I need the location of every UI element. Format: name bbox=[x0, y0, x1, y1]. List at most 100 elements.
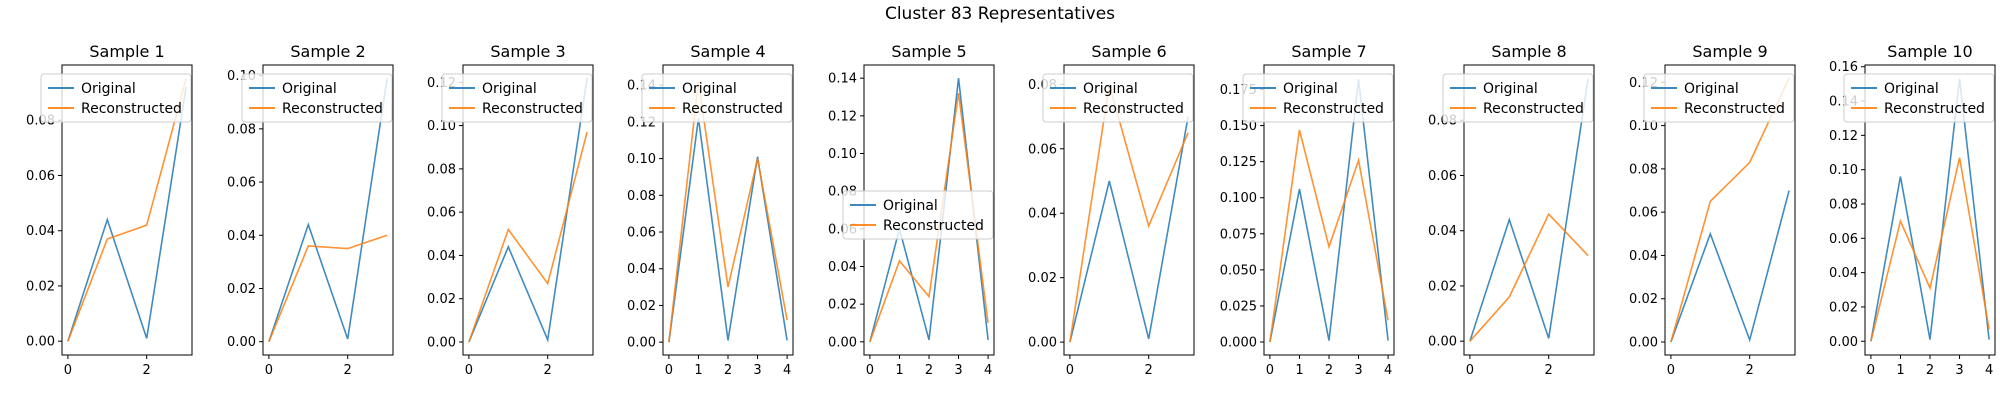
series-line-reconstructed bbox=[668, 81, 788, 343]
series-line-reconstructed bbox=[468, 131, 588, 343]
y-tick-label: 0.050 bbox=[1220, 263, 1257, 278]
y-tick-label: 0.04 bbox=[627, 262, 656, 277]
legend: Original Reconstructed bbox=[1643, 73, 1795, 123]
y-tick-label: 0.10 bbox=[1629, 119, 1658, 134]
x-tick-label: 4 bbox=[1384, 363, 1392, 378]
x-tick-label: 2 bbox=[1545, 363, 1553, 378]
y-tick-label: 0.04 bbox=[227, 229, 256, 244]
legend-label-original: Original bbox=[1483, 81, 1538, 97]
y-tick-label: 0.00 bbox=[227, 335, 256, 350]
x-tick-label: 4 bbox=[783, 363, 791, 378]
series-line-original bbox=[1870, 78, 1990, 342]
series-line-reconstructed bbox=[268, 234, 388, 343]
y-tick-label: 0.02 bbox=[627, 299, 656, 314]
y-tick-label: 0.06 bbox=[1629, 206, 1658, 221]
x-tick-label: 1 bbox=[1295, 363, 1303, 378]
y-tick-label: 0.06 bbox=[26, 169, 55, 184]
y-tick-label: 0.04 bbox=[1028, 207, 1057, 222]
axes-frame bbox=[1664, 64, 1796, 356]
figure-title: Cluster 83 Representatives bbox=[884, 4, 1116, 24]
y-tick-label: 0.04 bbox=[1829, 266, 1858, 281]
legend-label-original: Original bbox=[883, 198, 938, 214]
y-tick-label: 0.00 bbox=[1829, 335, 1858, 350]
subplot-7: Sample 7 0.000 0.025 0.050 0.075 0.100 0.125 0.… bbox=[1220, 42, 1395, 378]
y-tick-label: 0.08 bbox=[1829, 197, 1858, 212]
subplot-10: Sample 10 0.00 0.02 0.04 0.06 0.08 0.10 0.12 0.1… bbox=[1829, 42, 1996, 378]
x-tick-label: 2 bbox=[544, 363, 552, 378]
y-tick-label: 0.02 bbox=[26, 279, 55, 294]
x-tick-label: 2 bbox=[1325, 363, 1333, 378]
y-tick-label: 0.10 bbox=[1829, 163, 1858, 178]
subplot-4: Sample 40.000.020.040.060.080.100.120.14… bbox=[627, 42, 794, 378]
legend: Original Reconstructed bbox=[241, 73, 393, 123]
y-tick-label: 0.10 bbox=[828, 147, 857, 162]
x-tick-label: 1 bbox=[1896, 363, 1904, 378]
subplot-6: Sample 60.000.020.040.060.0802OriginalRe… bbox=[1028, 42, 1195, 378]
legend-box bbox=[1242, 73, 1394, 123]
subplot-title: Sample 3 bbox=[490, 42, 565, 61]
y-tick-label: 0.00 bbox=[1028, 336, 1057, 351]
y-tick-label: 0.000 bbox=[1220, 336, 1257, 351]
legend: Original Reconstructed bbox=[40, 73, 192, 123]
y-tick-label: 0.02 bbox=[1428, 279, 1457, 294]
axes-frame bbox=[462, 64, 594, 356]
x-tick-label: 2 bbox=[1746, 363, 1754, 378]
y-tick-label: 0.100 bbox=[1220, 191, 1257, 206]
legend: Original Reconstructed bbox=[1242, 73, 1394, 123]
y-tick-label: 0.02 bbox=[427, 292, 456, 307]
y-tick-label: 0.02 bbox=[227, 282, 256, 297]
legend-label-reconstructed: Reconstructed bbox=[1283, 101, 1384, 117]
y-tick-label: 0.14 bbox=[828, 72, 857, 87]
legend-label-original: Original bbox=[1283, 81, 1338, 97]
subplot-9: Sample 90.000.020.040.060.080.100.1202Or… bbox=[1629, 42, 1796, 378]
x-tick-label: 0 bbox=[866, 363, 874, 378]
y-tick-label: 0.04 bbox=[828, 260, 857, 275]
y-tick-label: 0.04 bbox=[427, 249, 456, 264]
y-tick-label: 0.06 bbox=[1028, 142, 1057, 157]
y-tick-label: 0.00 bbox=[26, 335, 55, 350]
y-tick-label: 0.08 bbox=[627, 189, 656, 204]
legend-label-original: Original bbox=[1083, 81, 1138, 97]
legend-box bbox=[1643, 73, 1795, 123]
legend-label-original: Original bbox=[1884, 81, 1939, 97]
y-tick-label: 0.125 bbox=[1220, 155, 1257, 170]
y-tick-label: 0.00 bbox=[427, 336, 456, 351]
legend-label-original: Original bbox=[482, 81, 537, 97]
x-tick-label: 2 bbox=[143, 363, 151, 378]
y-tick-label: 0.00 bbox=[1629, 336, 1658, 351]
x-tick-label: 0 bbox=[465, 363, 473, 378]
subplot-1: Sample 10.000.020.040.060.080 2OriginalRe… bbox=[26, 42, 193, 378]
legend-label-reconstructed: Reconstructed bbox=[1083, 101, 1184, 117]
x-tick-label: 0 bbox=[1466, 363, 1474, 378]
y-tick-label: 0.10 bbox=[427, 119, 456, 134]
axes-frame bbox=[1063, 64, 1195, 356]
legend: Original Reconstructed bbox=[1843, 73, 1995, 123]
x-tick-label: 0 bbox=[1266, 363, 1274, 378]
y-tick-label: 0.06 bbox=[1428, 169, 1457, 184]
y-tick-label: 0.16 bbox=[1829, 60, 1858, 75]
legend-label-original: Original bbox=[1684, 81, 1739, 97]
x-tick-label: 3 bbox=[1354, 363, 1362, 378]
x-tick-label: 2 bbox=[724, 363, 732, 378]
legend-label-reconstructed: Reconstructed bbox=[81, 101, 182, 117]
subplot-title: Sample 8 bbox=[1491, 42, 1566, 61]
subplot-title: Sample 1 bbox=[89, 42, 164, 61]
x-tick-label: 2 bbox=[1926, 363, 1934, 378]
y-tick-label: 0.06 bbox=[427, 206, 456, 221]
x-tick-label: 3 bbox=[1955, 363, 1963, 378]
legend-box bbox=[1442, 73, 1594, 123]
x-tick-label: 4 bbox=[984, 363, 992, 378]
x-tick-label: 0 bbox=[1867, 363, 1875, 378]
x-tick-label: 3 bbox=[753, 363, 761, 378]
subplot-title: Sample 5 bbox=[891, 42, 966, 61]
x-tick-label: 1 bbox=[895, 363, 903, 378]
x-tick-label: 3 bbox=[954, 363, 962, 378]
y-tick-label: 0.08 bbox=[427, 162, 456, 177]
legend-label-reconstructed: Reconstructed bbox=[482, 101, 583, 117]
x-tick-label: 4 bbox=[1985, 363, 1993, 378]
x-tick-label: 0 bbox=[1667, 363, 1675, 378]
legend-label-original: Original bbox=[282, 81, 337, 97]
subplot-title: Sample 10 bbox=[1887, 42, 1972, 61]
subplot-3: Sample 30.000.020.040.060.080.100.1202Or… bbox=[427, 42, 594, 378]
y-tick-label: 0.06 bbox=[227, 176, 256, 191]
